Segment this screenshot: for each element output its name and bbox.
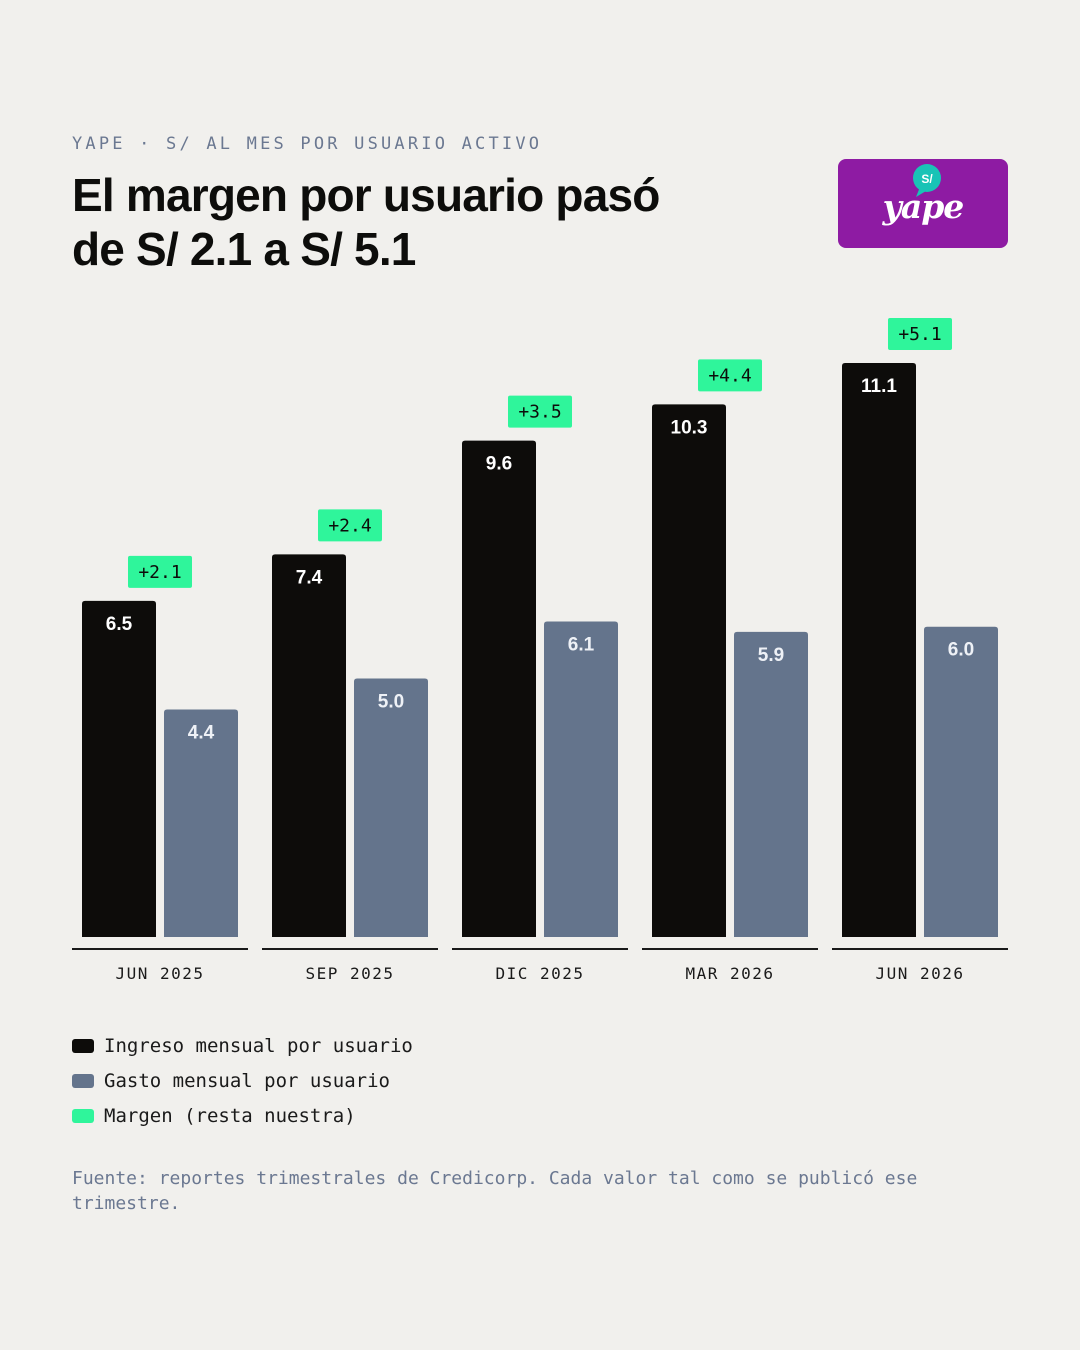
legend-item-margen: Margen (resta nuestra) [72,1098,413,1133]
logo-badge-tail [916,187,926,197]
margin-badge [128,555,192,588]
data-label-ingreso: 10.3 [671,417,708,438]
bar-ingreso [652,404,726,937]
bar-gasto [544,621,618,937]
margin-label: +3.5 [518,402,561,423]
legend-label-margen: Margen (resta nuestra) [104,1104,356,1127]
bar-ingreso [462,440,536,937]
bar-ingreso [82,600,156,937]
group-baseline [642,948,818,950]
legend-label-ingreso: Ingreso mensual por usuario [104,1034,413,1057]
data-label-gasto: 4.4 [188,722,215,743]
x-tick-label: JUN 2026 [875,964,964,983]
legend-swatch-margen [72,1108,94,1123]
legend: Ingreso mensual por usuario Gasto mensua… [72,1028,413,1133]
bar-gasto [354,678,428,937]
bar-chart: 6.5 4.4 +2.1 JUN 2025 7.4 5.0 +2.4 SEP 2025 9.6 6… [72,318,1008,983]
margin-label: +2.4 [328,515,371,536]
data-label-ingreso: 11.1 [861,376,897,397]
bar-ingreso [842,363,916,937]
data-label-gasto: 5.0 [378,691,404,712]
data-label-ingreso: 9.6 [486,454,512,475]
margin-label: +4.4 [708,365,751,386]
data-label-gasto: 5.9 [758,645,784,666]
source-footnote: Fuente: reportes trimestrales de Credico… [72,1168,918,1214]
data-label-gasto: 6.0 [948,640,974,661]
x-tick-label: SEP 2025 [305,964,394,983]
x-tick-label: JUN 2025 [115,964,204,983]
yape-logo: S/ yape [838,159,1008,248]
legend-item-gasto: Gasto mensual por usuario [72,1063,413,1098]
margin-label: +5.1 [898,324,941,345]
group-baseline [832,948,1008,950]
x-tick-label: MAR 2026 [685,964,774,983]
margin-badge [888,318,952,350]
logo-wordmark: yape [882,187,965,226]
yape-logo-mark: S/ [913,164,941,197]
logo-badge-text: S/ [921,172,933,186]
legend-swatch-gasto [72,1073,94,1088]
margin-badge [508,395,572,428]
legend-item-ingreso: Ingreso mensual por usuario [72,1028,413,1063]
data-label-ingreso: 7.4 [296,567,323,588]
bar-ingreso [272,554,346,937]
data-label-ingreso: 6.5 [106,614,133,635]
margin-badge [318,509,382,542]
legend-swatch-ingreso [72,1038,94,1053]
data-label-gasto: 6.1 [568,635,595,656]
x-tick-label: DIC 2025 [495,964,584,983]
group-baseline [452,948,628,950]
bar-gasto [924,626,998,937]
chart-subtitle: YAPE · S/ AL MES POR USUARIO ACTIVO [72,134,543,154]
legend-label-gasto: Gasto mensual por usuario [104,1069,390,1092]
bar-gasto [164,709,238,937]
margin-badge [698,359,762,392]
group-baseline [72,948,248,950]
chart-title: El margen por usuario pasó de S/ 2.1 a S… [72,169,660,275]
margin-label: +2.1 [138,562,181,583]
logo-badge-circle [913,164,941,192]
bar-gasto [734,631,808,937]
group-baseline [262,948,438,950]
